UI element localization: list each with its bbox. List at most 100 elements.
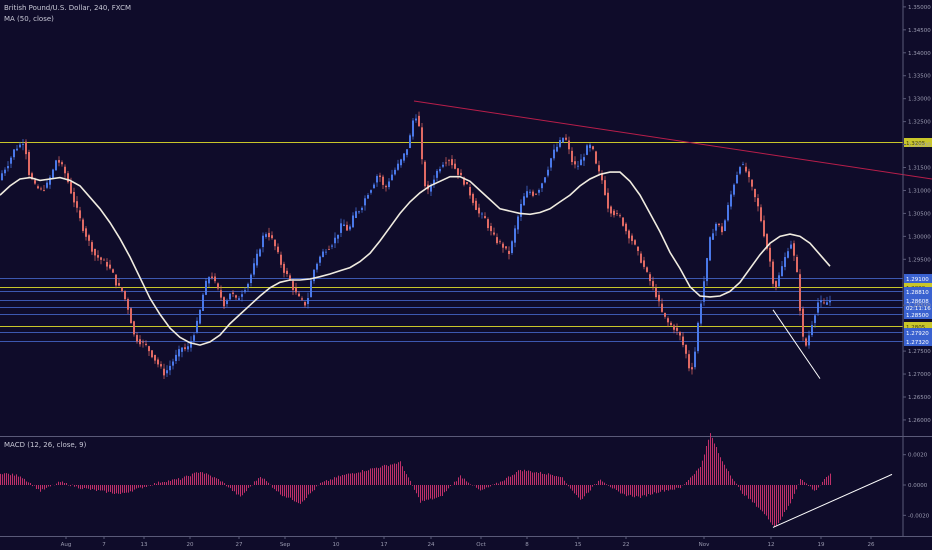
candle-body	[112, 269, 114, 273]
level-label-3: 1.28810	[906, 290, 929, 296]
candle-body	[418, 115, 420, 127]
candle-body	[805, 338, 807, 346]
candle-body	[154, 354, 156, 361]
time-tick-label-8: 24	[428, 542, 435, 548]
candle-body	[610, 206, 612, 214]
candle-body	[391, 174, 393, 181]
candle-body	[778, 275, 780, 287]
candle-body	[721, 226, 723, 233]
candle-body	[238, 298, 240, 300]
candle-body	[307, 298, 309, 305]
candle-body	[82, 219, 84, 231]
candle-body	[361, 207, 363, 210]
candle-body	[580, 159, 582, 166]
level-label-box-0	[904, 138, 932, 147]
candle-body	[67, 173, 69, 183]
candle-body	[817, 302, 819, 313]
candle-body	[334, 237, 336, 244]
candle-body	[607, 192, 609, 209]
macd-trendline	[772, 473, 893, 528]
candle-body	[811, 324, 813, 336]
level-label-6: 1.28500	[906, 313, 929, 319]
candle-body	[601, 173, 603, 181]
time-tick-label-1: 7	[102, 542, 106, 548]
candle-body	[349, 226, 351, 230]
candle-body	[28, 152, 30, 175]
candle-body	[373, 184, 375, 189]
candle-body	[217, 283, 219, 289]
candle-body	[133, 321, 135, 335]
candle-body	[796, 257, 798, 273]
candle-body	[181, 347, 183, 352]
candle-body	[73, 191, 75, 203]
candle-body	[109, 264, 111, 269]
candle-body	[208, 277, 210, 284]
time-tick-label-12: 22	[623, 542, 630, 548]
chart-title: British Pound/U.S. Dollar, 240, FXCM	[4, 4, 132, 12]
candle-body	[151, 350, 153, 358]
candle-body	[304, 301, 306, 306]
macd-tick-label-0: 0.0020	[908, 453, 928, 459]
candle-body	[742, 164, 744, 166]
candle-body	[355, 211, 357, 218]
macd-tick-label-1: 0.0000	[908, 483, 928, 489]
candle-body	[379, 175, 381, 177]
time-tick-label-10: 8	[525, 542, 529, 548]
candle-body	[781, 266, 783, 277]
price-tick-label-14: 1.27000	[908, 372, 931, 378]
candle-body	[706, 258, 708, 282]
price-tick-label-10: 1.30000	[908, 234, 931, 240]
level-label-0: 1.3205	[906, 141, 926, 147]
candle-body	[184, 347, 186, 350]
candle-body	[703, 281, 705, 302]
candle-body	[505, 246, 507, 249]
candle-body	[550, 158, 552, 168]
candle-body	[577, 165, 579, 167]
candle-body	[496, 237, 498, 244]
candle-body	[190, 341, 192, 348]
candle-body	[160, 364, 162, 367]
candle-body	[769, 247, 771, 262]
price-tick-label-5: 1.32500	[908, 120, 931, 126]
price-tick-label-0: 1.35000	[908, 5, 931, 11]
candle-body	[604, 180, 606, 195]
candle-body	[13, 149, 15, 158]
candle-body	[394, 169, 396, 175]
candle-body	[523, 196, 525, 206]
time-tick-label-0: Aug	[61, 542, 72, 548]
candle-body	[220, 290, 222, 298]
candle-body	[37, 186, 39, 189]
time-tick-label-6: 10	[333, 542, 340, 548]
candle-body	[739, 167, 741, 174]
price-tick-label-12: 1.28500	[908, 303, 931, 309]
candle-body	[760, 207, 762, 222]
candle-body	[61, 162, 63, 165]
candle-body	[121, 287, 123, 291]
candle-body	[793, 243, 795, 256]
level-label-8: 1.27920	[906, 331, 929, 337]
candle-body	[514, 228, 516, 243]
candle-body	[538, 190, 540, 193]
candle-body	[589, 144, 591, 149]
candle-body	[709, 237, 711, 261]
level-label-5: 02:11:16	[906, 306, 931, 312]
candle-body	[271, 235, 273, 239]
candle-body	[253, 263, 255, 275]
candle-body	[436, 170, 438, 178]
candle-body	[652, 281, 654, 287]
candle-body	[670, 322, 672, 326]
candle-body	[454, 163, 456, 169]
candle-body	[70, 181, 72, 194]
candle-body	[508, 250, 510, 255]
candle-body	[400, 159, 402, 166]
candle-body	[697, 322, 699, 352]
candle-body	[691, 367, 693, 370]
candle-body	[85, 228, 87, 237]
candle-body	[526, 191, 528, 198]
candle-body	[727, 205, 729, 221]
candle-body	[682, 336, 684, 345]
candle-body	[541, 183, 543, 189]
candle-body	[178, 349, 180, 357]
time-tick-label-13: Nov	[699, 542, 710, 548]
